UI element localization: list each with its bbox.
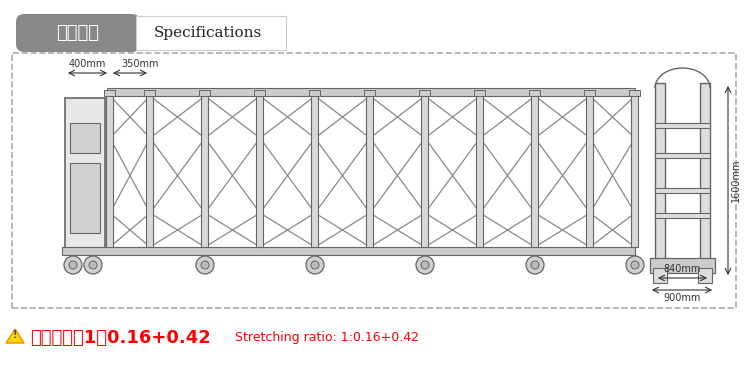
Circle shape xyxy=(416,256,434,274)
Circle shape xyxy=(64,256,82,274)
Bar xyxy=(700,83,710,263)
Bar xyxy=(655,83,665,263)
Bar xyxy=(105,90,115,96)
Text: 伸缩比例：1：0.16+0.42: 伸缩比例：1：0.16+0.42 xyxy=(30,329,211,347)
Circle shape xyxy=(84,256,102,274)
Bar xyxy=(586,96,593,247)
Bar xyxy=(257,96,263,247)
FancyBboxPatch shape xyxy=(16,14,140,52)
Circle shape xyxy=(526,256,544,274)
Text: 技术参数: 技术参数 xyxy=(57,24,99,42)
Bar xyxy=(70,123,100,153)
Bar xyxy=(107,88,635,96)
Bar xyxy=(200,90,210,96)
Bar xyxy=(422,96,429,247)
Bar xyxy=(530,90,541,96)
Text: 1600mm: 1600mm xyxy=(731,159,741,202)
Text: 900mm: 900mm xyxy=(663,293,701,303)
Bar xyxy=(650,258,715,273)
Bar xyxy=(254,90,266,96)
Bar xyxy=(62,247,635,255)
Bar xyxy=(655,123,710,128)
Bar xyxy=(106,96,114,247)
Bar xyxy=(70,163,100,233)
Circle shape xyxy=(196,256,214,274)
Circle shape xyxy=(89,261,97,269)
Bar xyxy=(311,96,319,247)
Bar xyxy=(698,268,712,283)
Bar xyxy=(655,188,710,193)
Text: Stretching ratio: 1:0.16+0.42: Stretching ratio: 1:0.16+0.42 xyxy=(235,332,419,344)
Circle shape xyxy=(201,261,209,269)
Text: 840mm: 840mm xyxy=(663,264,701,274)
Bar xyxy=(532,96,539,247)
Bar xyxy=(147,96,153,247)
Circle shape xyxy=(531,261,539,269)
Bar xyxy=(655,213,710,218)
Bar xyxy=(420,90,431,96)
Circle shape xyxy=(306,256,324,274)
Text: 400mm: 400mm xyxy=(69,59,106,69)
Circle shape xyxy=(421,261,429,269)
Bar xyxy=(630,90,640,96)
Bar xyxy=(310,90,320,96)
Bar xyxy=(474,90,485,96)
Bar xyxy=(12,53,736,308)
Text: !: ! xyxy=(13,329,17,340)
Bar xyxy=(367,96,373,247)
Bar xyxy=(65,98,105,253)
Circle shape xyxy=(626,256,644,274)
Bar xyxy=(364,90,375,96)
FancyBboxPatch shape xyxy=(136,16,286,50)
Bar xyxy=(201,96,209,247)
Bar xyxy=(631,96,639,247)
Bar xyxy=(653,268,667,283)
Bar xyxy=(476,96,483,247)
Circle shape xyxy=(631,261,639,269)
Circle shape xyxy=(69,261,77,269)
Bar xyxy=(584,90,595,96)
Polygon shape xyxy=(6,329,24,343)
Text: Specifications: Specifications xyxy=(154,26,262,40)
Circle shape xyxy=(311,261,319,269)
Bar xyxy=(655,153,710,158)
Bar xyxy=(144,90,156,96)
Text: 350mm: 350mm xyxy=(121,59,159,69)
